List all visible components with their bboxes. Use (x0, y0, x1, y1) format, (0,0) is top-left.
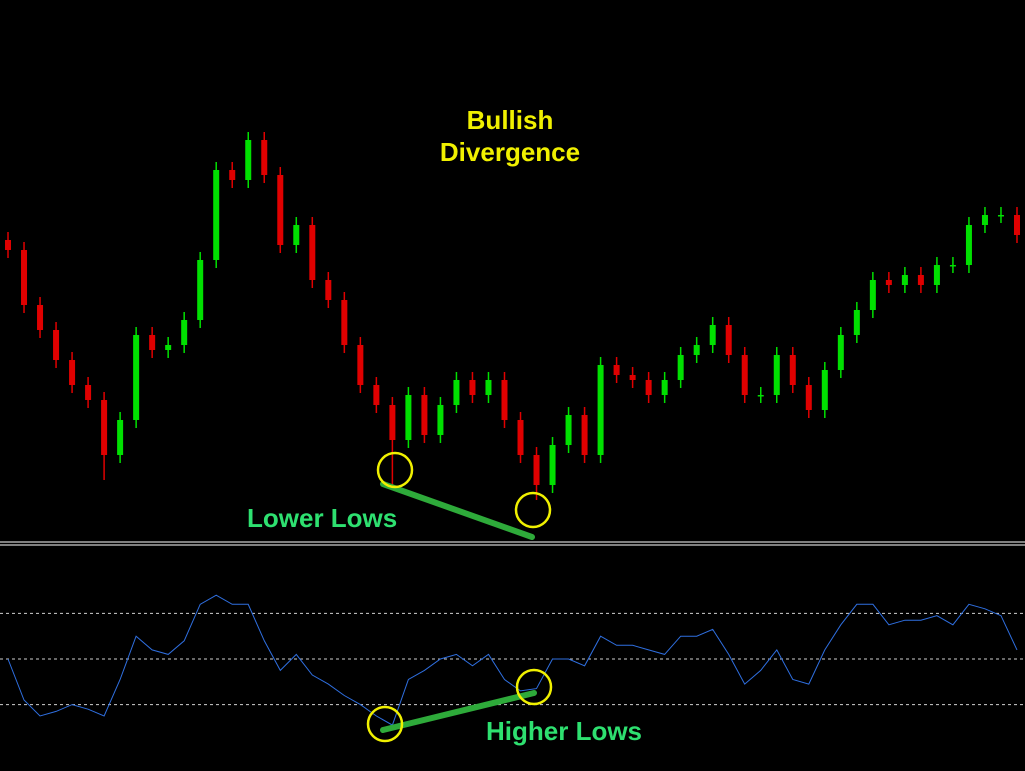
candle-body (709, 325, 716, 345)
rsi-line (7, 594, 1018, 726)
candle-body (1013, 215, 1020, 235)
candle-body (453, 380, 460, 405)
candle-body (677, 355, 684, 380)
candle-body (917, 275, 924, 285)
candle-body (53, 330, 60, 360)
candle-body (837, 335, 844, 370)
candle-body (853, 310, 860, 335)
candle-body (885, 280, 892, 285)
candle-body (805, 385, 812, 410)
candle-body (181, 320, 188, 345)
candle-body (997, 215, 1004, 217)
candle-body (5, 240, 12, 250)
candle-body (533, 455, 540, 485)
candle-body (693, 345, 700, 355)
candle-body (901, 275, 908, 285)
candle-body (613, 365, 620, 375)
marks (0, 132, 1025, 726)
candle-body (757, 395, 764, 397)
candle-body (869, 280, 876, 310)
highlight-circle (366, 705, 404, 743)
candle-body (261, 140, 268, 175)
candle-body (821, 370, 828, 410)
candle-body (389, 405, 396, 440)
trend-line (380, 481, 535, 540)
candle-body (325, 280, 332, 300)
candle-body (645, 380, 652, 395)
candle-body (245, 140, 252, 180)
candle-body (933, 265, 940, 285)
candle-body (421, 395, 428, 435)
candle-body (229, 170, 236, 180)
candle-body (37, 305, 44, 330)
candle-body (69, 360, 76, 385)
candle-body (469, 380, 476, 395)
candle-body (293, 225, 300, 245)
annotation: Higher Lows (486, 716, 643, 746)
candle-body (741, 355, 748, 395)
candle-body (789, 355, 796, 385)
candle-body (517, 420, 524, 455)
highlight-circle (376, 451, 414, 489)
candle-body (981, 215, 988, 225)
chart-title: Bullish Divergence (439, 105, 581, 167)
candle-body (357, 345, 364, 385)
candle-body (501, 380, 508, 420)
candle-body (149, 335, 156, 350)
candle-body (133, 335, 140, 420)
candle-body (773, 355, 780, 395)
candle-body (309, 225, 316, 280)
candle-body (965, 225, 972, 265)
candle-body (213, 170, 220, 260)
candle-body (437, 405, 444, 435)
trend-line (380, 690, 537, 733)
candle-body (277, 175, 284, 245)
candle-body (725, 325, 732, 355)
candle-body (629, 375, 636, 380)
candle-body (197, 260, 204, 320)
candle-body (373, 385, 380, 405)
candle-body (21, 250, 28, 305)
candle-body (85, 385, 92, 400)
highlight-circle (515, 668, 553, 706)
candle-body (661, 380, 668, 395)
highlight-circle (514, 491, 552, 529)
candle-body (581, 415, 588, 455)
candle-body (485, 380, 492, 395)
candle-body (117, 420, 124, 455)
candle-body (565, 415, 572, 445)
candle-body (165, 345, 172, 350)
candle-body (341, 300, 348, 345)
candle-body (949, 265, 956, 267)
candle-body (549, 445, 556, 485)
candle-body (405, 395, 412, 440)
candle-body (101, 400, 108, 455)
candle-body (597, 365, 604, 455)
annotation: Lower Lows (247, 503, 398, 533)
